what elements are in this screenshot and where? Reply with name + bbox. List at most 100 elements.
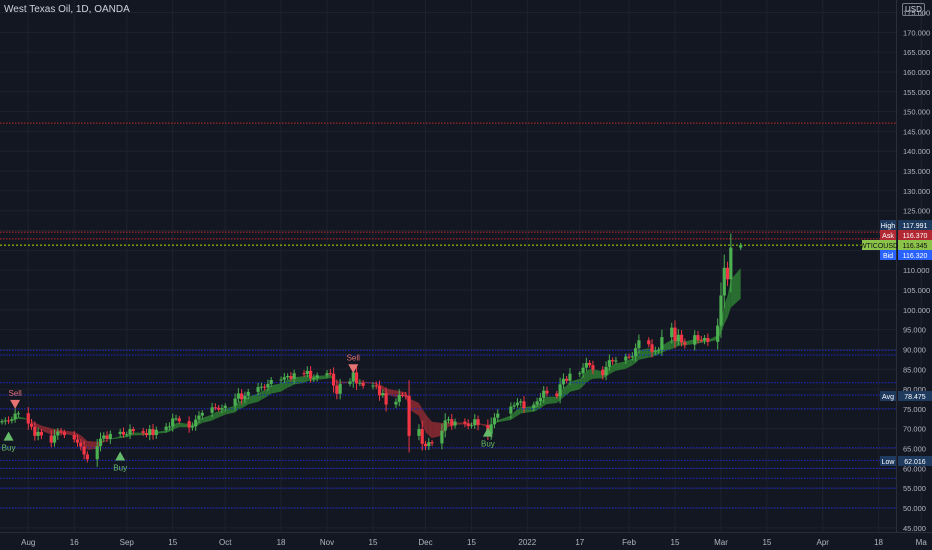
candle-body — [33, 426, 37, 436]
candle-body — [473, 419, 477, 426]
candle-body — [722, 267, 726, 296]
candle-body — [223, 405, 227, 409]
buy-signal-label: Buy — [481, 440, 495, 449]
cloud-segment — [172, 423, 176, 430]
cloud-segment — [74, 431, 78, 439]
cloud-segment — [202, 414, 213, 423]
candle-body — [561, 378, 565, 385]
candle-body — [538, 397, 543, 402]
candle-body — [637, 340, 641, 349]
cloud-segment — [123, 435, 127, 438]
candle-body — [679, 334, 684, 343]
candle-body — [279, 379, 283, 381]
candle-body — [269, 379, 273, 384]
cloud-segment — [359, 381, 364, 383]
cloud-segment — [684, 339, 695, 346]
candle-body — [565, 378, 569, 381]
cloud-segment — [615, 361, 626, 371]
candle-body — [128, 429, 132, 435]
candle-body — [325, 373, 329, 376]
cloud-segment — [455, 422, 465, 425]
candle-body — [614, 360, 618, 362]
cloud-segment — [41, 425, 52, 435]
cloud-segment — [707, 335, 718, 343]
cloud-segment — [215, 411, 219, 419]
candle-body — [739, 245, 743, 248]
buy-signal-icon — [482, 427, 493, 437]
ask-label-text: Ask — [882, 233, 894, 240]
price-tick-label: 165.000 — [903, 48, 930, 57]
candle-body — [233, 398, 237, 406]
time-axis[interactable]: Aug 16 Sep 15 Oct 18 Nov 15 Dec 15 2022 17 Feb 15 Mar 1… — [21, 538, 927, 547]
cloud-segment — [478, 423, 488, 428]
candle-body — [121, 431, 126, 435]
candle-body — [377, 385, 382, 396]
cloud-segment — [175, 422, 180, 429]
candle-body — [650, 344, 654, 352]
candle-body — [404, 395, 408, 397]
price-tick-label: 85.000 — [903, 365, 926, 374]
candle-body — [305, 370, 309, 375]
candle-body — [105, 435, 109, 440]
cloud-segment — [569, 378, 580, 392]
candle-body — [407, 395, 411, 436]
price-axis[interactable]: 175.000 170.000 165.000 160.000 155.000 150.0… — [903, 9, 930, 533]
price-tick-label: 140.000 — [903, 147, 930, 156]
price-tick-label: 95.000 — [903, 326, 926, 335]
candle-body — [309, 370, 313, 379]
candle-body — [240, 393, 244, 400]
cloud-segment — [592, 369, 603, 379]
candle-body — [3, 420, 7, 422]
bid-price-text: 116.320 — [903, 253, 928, 260]
candle-body — [588, 362, 592, 366]
candle-body — [611, 360, 615, 362]
low-price-bg — [898, 456, 932, 466]
cloud-segment — [382, 385, 387, 395]
buy-signal-icon — [3, 431, 14, 441]
candle-body — [259, 386, 263, 388]
ask-label-bg — [880, 230, 896, 240]
cloud-segment — [543, 396, 547, 406]
candle-body — [236, 393, 240, 399]
candle-body — [673, 327, 677, 342]
signal-markers: Sell Buy Buy Sell Buy — [2, 353, 495, 472]
price-tick-label: 130.000 — [903, 187, 930, 196]
candle-body — [660, 337, 664, 350]
cloud-segment — [523, 406, 534, 413]
cloud-segment — [107, 438, 111, 442]
price-tick-label: 155.000 — [903, 88, 930, 97]
price-tick-label: 90.000 — [903, 345, 926, 354]
candle-body — [469, 425, 474, 427]
time-tick-label: 15 — [168, 538, 177, 547]
candle-body — [220, 408, 224, 410]
candle-body — [630, 356, 634, 358]
time-tick-label: Oct — [219, 538, 232, 547]
cloud-segment — [560, 387, 564, 401]
candle-body — [381, 393, 385, 396]
cloud-segment — [290, 377, 295, 387]
candle-body — [581, 367, 585, 374]
cloud-segment — [612, 363, 616, 373]
candle-body — [699, 339, 703, 341]
cloud-segment — [18, 416, 29, 420]
candle-body — [423, 443, 428, 447]
candle-body — [292, 373, 296, 379]
price-tick-label: 50.000 — [903, 504, 926, 513]
candle-body — [348, 381, 352, 384]
cloud-segment — [271, 383, 282, 394]
time-tick-label: 18 — [277, 538, 286, 547]
cloud-segment — [409, 398, 419, 416]
candle-body — [676, 334, 680, 342]
cloud-segment — [566, 381, 570, 395]
price-tick-label: 125.000 — [903, 207, 930, 216]
cloud-segment — [540, 398, 544, 409]
candle-body — [36, 431, 40, 436]
ask-price-bg — [898, 230, 932, 240]
candle-body — [174, 418, 178, 420]
cloud-segment — [87, 441, 98, 451]
candle-body — [519, 401, 523, 403]
cloud-segment — [720, 303, 725, 334]
currency-badge[interactable]: USD — [902, 3, 925, 16]
candle-body — [256, 387, 260, 392]
